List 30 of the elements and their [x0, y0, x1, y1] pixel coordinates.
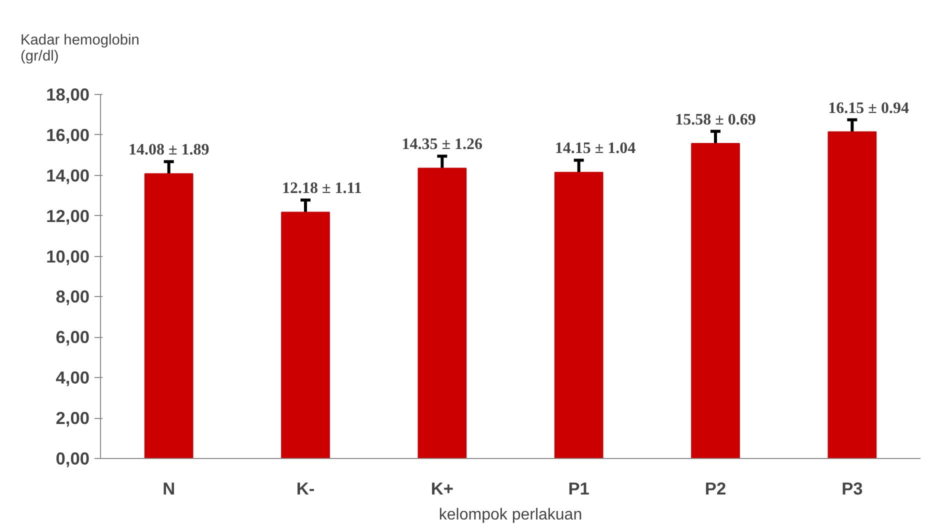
- bar: [828, 131, 877, 458]
- y-tick-label: 2,00: [56, 408, 90, 428]
- y-tick-label: 14,00: [46, 165, 90, 186]
- y-tick-label: 0,00: [56, 448, 90, 468]
- x-tick-label: K-: [296, 478, 315, 498]
- x-tick-label: P1: [568, 478, 590, 498]
- data-label: 14.15 ± 1.04: [554, 140, 636, 158]
- x-tick-label: K+: [430, 478, 454, 498]
- x-tick-label: P3: [842, 478, 864, 498]
- y-tick-label: 4,00: [56, 368, 90, 388]
- y-tick-label: 18,00: [46, 84, 90, 104]
- data-label: 14.35 ± 1.26: [402, 136, 483, 154]
- x-tick-label: P2: [704, 478, 726, 498]
- bar: [418, 168, 467, 458]
- bar: [281, 212, 330, 458]
- bar: [554, 172, 604, 458]
- y-tick-label: 12,00: [46, 206, 90, 226]
- data-label: 16.15 ± 0.94: [828, 100, 909, 117]
- y-axis-title: Kadar hemoglobin (gr/dl): [20, 32, 140, 64]
- y-tick-label: 8,00: [56, 286, 90, 307]
- y-tick-label: 16,00: [46, 124, 90, 145]
- data-label: 12.18 ± 1.11: [282, 180, 362, 198]
- bar: [691, 142, 740, 458]
- y-tick-label: 10,00: [46, 246, 90, 266]
- bar: [144, 173, 194, 458]
- x-axis-title: kelompok perlakuan: [438, 506, 582, 524]
- data-label: 15.58 ± 0.69: [675, 111, 756, 128]
- x-tick-label: N: [162, 478, 176, 498]
- y-tick-label: 6,00: [56, 327, 90, 348]
- data-label: 14.08 ± 1.89: [128, 142, 210, 159]
